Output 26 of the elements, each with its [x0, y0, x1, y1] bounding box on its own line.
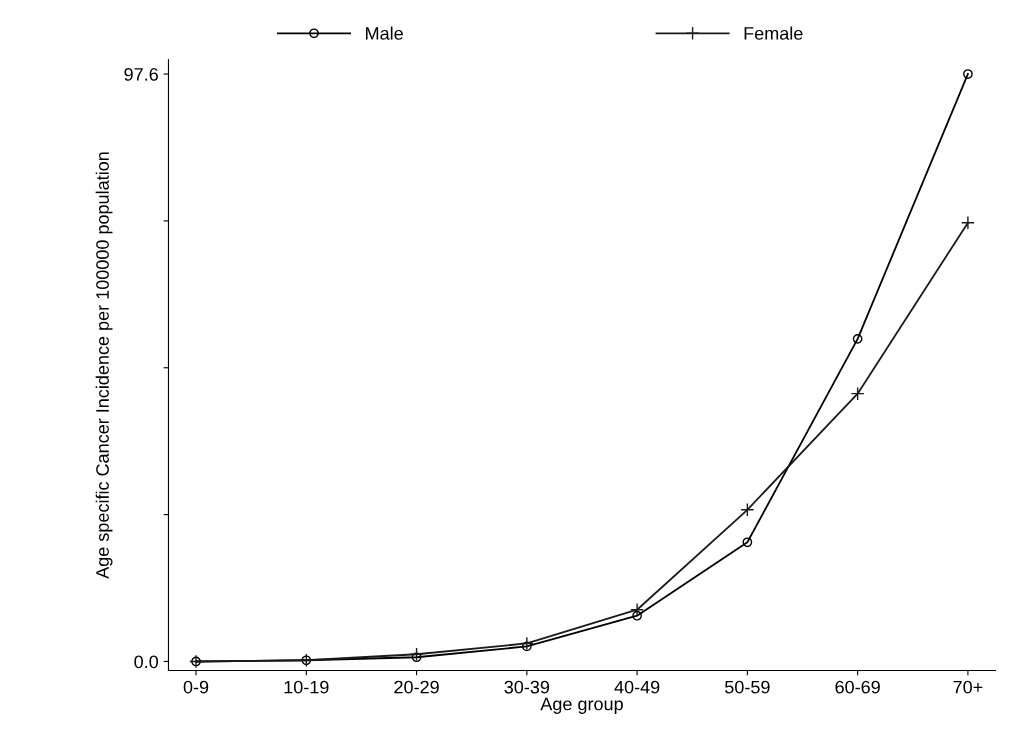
x-tick-label: 40-49 [614, 680, 660, 694]
legend-label: Male [366, 26, 403, 40]
point [740, 502, 755, 517]
point [963, 69, 973, 79]
x-tick-label: 20-29 [394, 680, 439, 694]
point [630, 602, 645, 617]
x-tick-label: 0-9 [183, 680, 209, 694]
point [411, 652, 422, 663]
x-tick-label: 30-39 [504, 680, 550, 694]
legend-label: Female [744, 26, 803, 40]
x-tick-label: 50-59 [725, 680, 770, 694]
point [850, 386, 865, 401]
point [409, 647, 424, 662]
point [960, 215, 975, 230]
x-tick-label: 10-19 [284, 680, 329, 694]
x-axis-title: Age group [540, 697, 623, 714]
y-tick-label: 0.0 [134, 655, 159, 669]
y-axis-title: Age specific Cancer Incidence per 100000 population [95, 152, 113, 579]
point [521, 641, 532, 652]
x-tick-label: 60-69 [835, 680, 880, 694]
point [742, 537, 753, 548]
point [632, 610, 642, 621]
point [852, 334, 863, 344]
x-tick-label: 70+ [953, 680, 983, 694]
point [519, 636, 534, 651]
y-tick-label: 97.6 [124, 67, 158, 81]
